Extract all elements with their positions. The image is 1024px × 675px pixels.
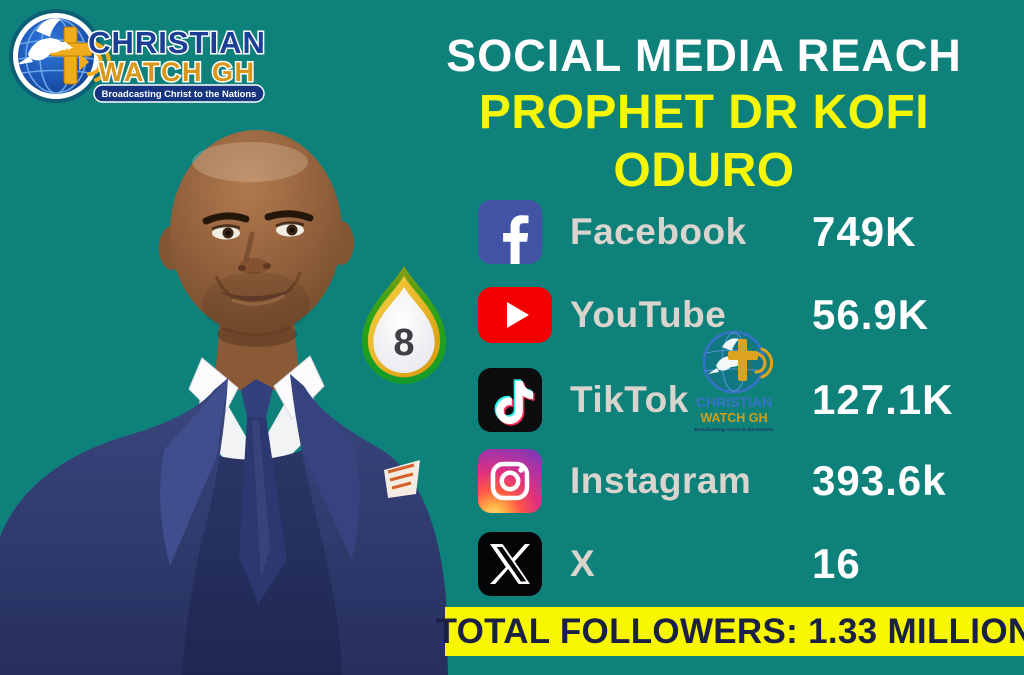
watermark-logo: CHRISTIAN WATCH GH Broadcasting Christ t… bbox=[694, 330, 774, 433]
platform-label: TikTok bbox=[570, 379, 689, 420]
platform-label: YouTube bbox=[570, 294, 727, 335]
header: SOCIAL MEDIA REACH PROPHET DR KOFI ODURO bbox=[390, 28, 1018, 200]
youtube-icon bbox=[478, 283, 552, 347]
logo-line1: CHRISTIAN bbox=[88, 25, 266, 60]
tiktok-icon bbox=[478, 368, 552, 432]
platform-value: 393.6k bbox=[812, 457, 947, 504]
platform-value: 56.9K bbox=[812, 291, 930, 338]
x-icon bbox=[478, 532, 552, 596]
badge-number: 8 bbox=[393, 322, 414, 364]
platform-value: 127.1K bbox=[812, 376, 954, 423]
platform-row-tiktok: TikTok 127.1K bbox=[478, 368, 1024, 432]
logo-line2: WATCH GH bbox=[99, 57, 256, 87]
watermark-tagline: Broadcasting Christ to the Nations bbox=[694, 427, 773, 433]
watermark-globe-icon bbox=[702, 330, 774, 394]
sound-waves-icon bbox=[87, 42, 111, 82]
pocket-square bbox=[384, 460, 420, 498]
platform-value: 16 bbox=[812, 540, 861, 587]
platform-row-facebook: Facebook 749K bbox=[478, 200, 1024, 264]
page-title: SOCIAL MEDIA REACH bbox=[446, 30, 962, 81]
platform-row-youtube: YouTube 56.9K bbox=[478, 283, 1024, 347]
page-subtitle: PROPHET DR KOFI ODURO bbox=[478, 86, 930, 197]
dove-icon bbox=[16, 18, 73, 65]
logo-tagline: Broadcasting Christ to the Nations bbox=[102, 88, 257, 99]
platform-label: X bbox=[570, 543, 596, 584]
platform-label: Instagram bbox=[570, 460, 752, 501]
watermark-line2: WATCH GH bbox=[700, 411, 767, 425]
play-triangle-icon bbox=[79, 53, 89, 71]
watermark-line1: CHRISTIAN bbox=[696, 394, 772, 410]
badge-8-droplet: 8 bbox=[362, 266, 446, 384]
instagram-icon bbox=[478, 449, 552, 513]
logo-tagline-ribbon bbox=[93, 84, 265, 103]
portrait-photo bbox=[0, 130, 448, 675]
total-followers-text: TOTAL FOLLOWERS: 1.33 MILLION bbox=[435, 611, 1024, 651]
watermark-waves-icon bbox=[754, 347, 774, 379]
logo-globe-icon bbox=[9, 9, 111, 103]
platform-value: 749K bbox=[812, 208, 917, 255]
christian-watch-gh-logo: CHRISTIAN WATCH GH Broadcasting Christ t… bbox=[9, 9, 266, 103]
facebook-icon bbox=[478, 200, 552, 264]
platform-row-x: X 16 bbox=[478, 532, 1024, 596]
platform-row-instagram: Instagram 393.6k bbox=[478, 449, 1024, 513]
total-followers-bar: TOTAL FOLLOWERS: 1.33 MILLION bbox=[436, 607, 1024, 656]
platform-label: Facebook bbox=[570, 211, 747, 252]
